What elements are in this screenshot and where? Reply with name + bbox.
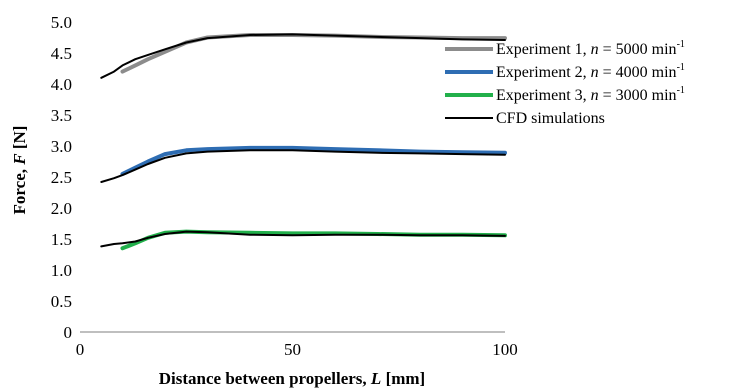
y-tick-label: 0.5: [51, 292, 72, 311]
y-tick-label: 1.5: [51, 230, 72, 249]
legend: Experiment 1, n = 5000 min-1 Experiment 2…: [445, 39, 685, 127]
plot-area: 0 0.5 1.0 1.5 2.0 2.5 3.0 3.5 4.0 4.5 5.0 0 50 100: [51, 13, 518, 359]
y-tick-label: 5.0: [51, 13, 72, 32]
legend-label: Experiment 1, n = 5000 min-1: [496, 39, 685, 58]
legend-label: Experiment 3, n = 3000 min-1: [496, 85, 685, 104]
legend-entry-3: Experiment 3, n = 3000 min-1: [445, 85, 685, 104]
series-line-3: [120, 145, 507, 176]
x-tick-label: 50: [284, 340, 301, 359]
x-axis-title: Distance between propellers, L [mm]: [159, 369, 425, 388]
series-line-6: [100, 230, 506, 248]
x-tick-label: 0: [76, 340, 85, 359]
x-tick-label: 100: [492, 340, 518, 359]
y-tick-label: 4.5: [51, 44, 72, 63]
y-tick-label: 0: [64, 323, 73, 342]
series-line-1: [120, 33, 507, 74]
y-axis-title: Force, F [N]: [10, 126, 29, 215]
y-tick-label: 2.0: [51, 199, 72, 218]
x-tick-labels: 0 50 100: [76, 340, 518, 359]
y-tick-label: 3.0: [51, 137, 72, 156]
series-line-4: [100, 149, 506, 183]
series-line-2: [100, 33, 506, 79]
y-tick-label: 3.5: [51, 106, 72, 125]
legend-label: Experiment 2, n = 4000 min-1: [496, 62, 685, 81]
series-lines: [100, 33, 507, 251]
y-tick-label: 4.0: [51, 75, 72, 94]
legend-entry-1: Experiment 1, n = 5000 min-1: [445, 39, 685, 58]
legend-entry-2: Experiment 2, n = 4000 min-1: [445, 62, 685, 81]
legend-entry-4: CFD simulations: [445, 110, 605, 127]
legend-label: CFD simulations: [496, 110, 605, 127]
y-tick-labels: 0 0.5 1.0 1.5 2.0 2.5 3.0 3.5 4.0 4.5 5.0: [51, 13, 72, 342]
y-tick-label: 1.0: [51, 261, 72, 280]
y-tick-label: 2.5: [51, 168, 72, 187]
